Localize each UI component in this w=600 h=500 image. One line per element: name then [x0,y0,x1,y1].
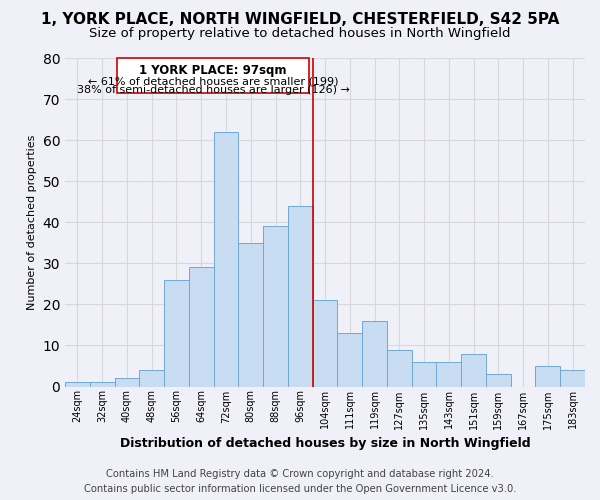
Bar [387,350,412,387]
Bar [486,374,511,386]
Bar [263,226,288,386]
Bar [65,382,90,386]
Bar [214,132,238,386]
Bar [115,378,139,386]
Text: Contains HM Land Registry data © Crown copyright and database right 2024.
Contai: Contains HM Land Registry data © Crown c… [84,469,516,494]
Bar [164,280,189,386]
Bar [560,370,585,386]
Text: ← 61% of detached houses are smaller (199): ← 61% of detached houses are smaller (19… [88,76,338,86]
Bar [189,268,214,386]
Bar [288,206,313,386]
Text: 38% of semi-detached houses are larger (126) →: 38% of semi-detached houses are larger (… [77,85,349,95]
Text: 1, YORK PLACE, NORTH WINGFIELD, CHESTERFIELD, S42 5PA: 1, YORK PLACE, NORTH WINGFIELD, CHESTERF… [41,12,559,28]
Text: Size of property relative to detached houses in North Wingfield: Size of property relative to detached ho… [89,28,511,40]
Bar [90,382,115,386]
Bar [461,354,486,386]
Bar [313,300,337,386]
Bar [362,321,387,386]
Bar [535,366,560,386]
Bar [337,333,362,386]
Bar [139,370,164,386]
Bar [436,362,461,386]
Bar [238,243,263,386]
Y-axis label: Number of detached properties: Number of detached properties [27,134,37,310]
X-axis label: Distribution of detached houses by size in North Wingfield: Distribution of detached houses by size … [120,437,530,450]
Bar [412,362,436,386]
Text: 1 YORK PLACE: 97sqm: 1 YORK PLACE: 97sqm [139,64,287,78]
FancyBboxPatch shape [117,58,309,93]
